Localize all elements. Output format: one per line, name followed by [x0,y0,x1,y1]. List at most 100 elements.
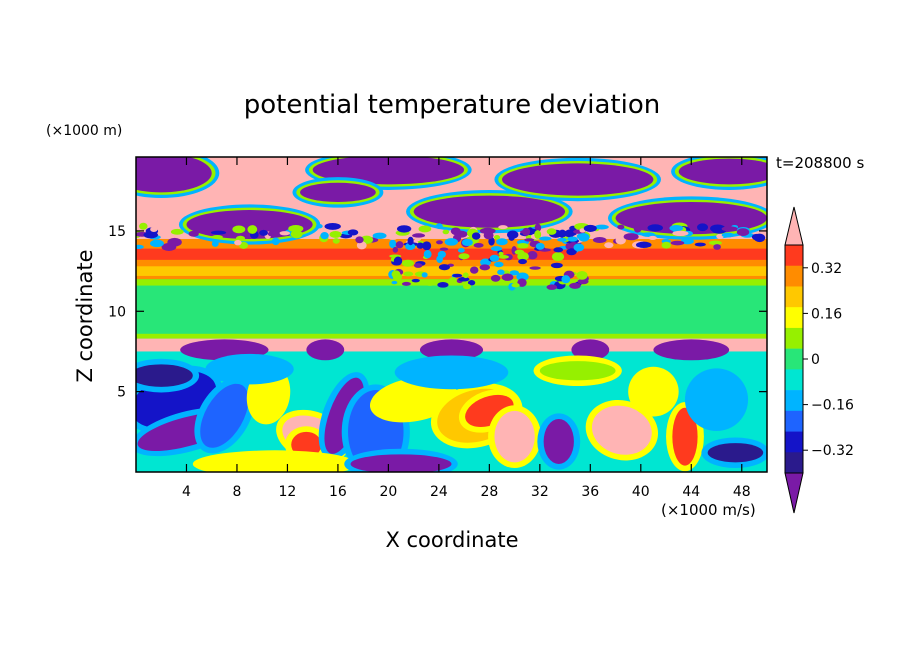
plume-speck [461,238,473,247]
plume-speck [546,228,557,235]
interface-speck [670,240,685,246]
mixed-eddy [376,382,452,417]
plume-speck [524,238,535,242]
interface-speck [669,224,684,232]
plot-frame [135,156,768,473]
y-tick-label: 10 [108,304,126,320]
interface-speck [617,224,625,230]
interface-speck [648,235,657,241]
plume-speck [403,271,414,277]
plume-speck [551,252,565,262]
plume-speck [421,272,428,278]
plume-speck [437,282,449,288]
plume-speck [457,248,465,253]
plume-speck [507,230,519,239]
interface-speck [713,244,721,250]
interface-speck [709,240,722,246]
interface-speck [385,225,398,232]
interface-speck [372,232,387,239]
interface-speck [332,238,340,244]
interface-speck [271,237,280,246]
x-tick-label: 16 [329,484,347,500]
mixed-eddy [591,405,652,455]
colorbar-segment [785,390,803,412]
y-axis-label: Z coordinate [73,249,97,382]
colorbar-tick-label: 0.16 [811,306,842,322]
plume-speck [401,281,411,286]
mixed-eddy [211,359,288,379]
colorbar-tick-label: 0.32 [811,261,842,277]
x-tick-label: 28 [480,484,498,500]
plume-speck [413,263,423,268]
mixed-eddy [350,454,452,472]
warm-band [136,248,767,260]
plume-speck [534,230,542,239]
plume-speck [498,251,504,256]
interface-speck [558,229,567,238]
interface-speck [436,240,443,245]
x-units-label: (×1000 m/s) [661,501,756,519]
plume-speck [439,247,449,251]
interface-speck [396,225,412,233]
plume-speck [522,274,528,278]
plume-speck [490,246,503,252]
plume-speck [518,258,527,265]
plume-speck [391,261,402,265]
plume-speck [565,242,571,250]
colorbar-lower-extend [784,472,804,514]
cap-dome [306,339,345,361]
interface-speck [329,230,342,238]
mixed-eddy [691,373,742,426]
time-label: t=208800 s [776,154,864,172]
interface-speck [721,232,735,238]
mixed-eddy [543,418,574,464]
interface-speck [751,233,761,241]
interface-speck [316,224,323,229]
plume-speck [470,266,479,274]
interface-speck [592,237,607,243]
interface-speck [210,230,227,235]
chart-title: potential temperature deviation [244,90,660,120]
interface-speck [136,244,144,250]
plume-speck [423,249,432,259]
plume-speck [401,259,414,267]
interface-speck [444,238,459,246]
colorbar-segment [785,245,803,267]
plume-speck [567,236,578,242]
colorbar-segment [785,327,803,349]
x-tick-label: 32 [531,484,549,500]
interface-speck [324,222,341,230]
interface-speck [170,228,184,235]
plume-speck [519,230,527,234]
interface-speck [594,224,609,230]
plume-speck [566,248,577,256]
plume-speck [438,264,451,271]
interface-speck [232,225,246,234]
upper-cold-mass [312,157,465,185]
plume-speck [452,273,463,278]
plume-speck [535,242,545,250]
colorbar-segment [785,348,803,370]
mixed-eddy [672,407,698,466]
colorbar-segment [785,265,803,287]
neutral-core [136,285,767,334]
x-tick-label: 40 [632,484,650,500]
interface-speck [247,225,258,234]
plot-area [136,157,767,472]
interface-speck [355,236,364,244]
plume-speck [392,246,399,253]
mixed-eddy [401,361,502,384]
plume-speck [425,282,434,286]
plume-speck [462,272,469,279]
interface-speck [150,226,158,232]
plume-speck [473,242,484,248]
y-tick-label: 5 [117,385,126,401]
colorbar-tick-label: −0.32 [811,443,854,459]
interface-speck [211,240,219,247]
colorbar-segment [785,431,803,453]
plume-speck [494,234,501,240]
plume-speck [514,249,525,255]
contour-field [136,157,767,472]
upper-cold-mass [413,195,566,228]
